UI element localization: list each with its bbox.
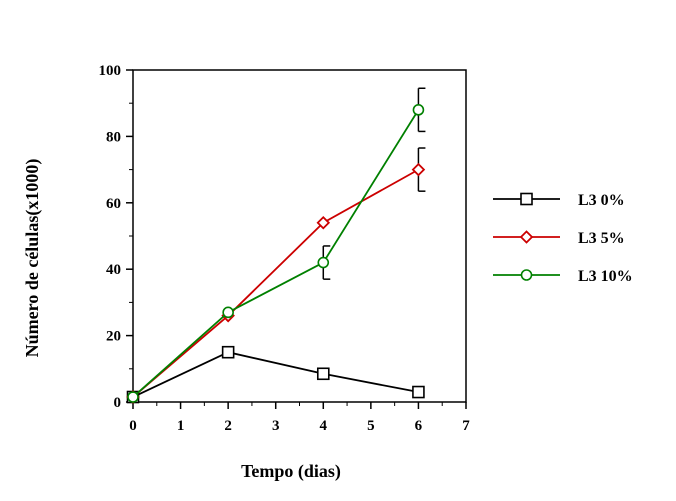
x-tick-label: 4 bbox=[320, 418, 328, 434]
data-point bbox=[222, 306, 234, 319]
legend-label: L3 10% bbox=[578, 268, 633, 285]
y-axis: 0 20 40 60 80 100 bbox=[99, 63, 133, 411]
x-axis: 0 1 2 3 4 5 6 7 bbox=[129, 402, 470, 434]
x-tick-label: 5 bbox=[367, 418, 375, 434]
x-tick-label: 2 bbox=[224, 418, 232, 434]
y-tick-label: 100 bbox=[99, 63, 122, 79]
data-point bbox=[127, 391, 139, 403]
x-tick-label: 1 bbox=[177, 418, 185, 434]
legend-item: L3 5% bbox=[493, 230, 625, 247]
y-tick-label: 80 bbox=[106, 129, 121, 145]
legend-marker bbox=[519, 230, 534, 244]
series-0 bbox=[126, 345, 425, 404]
x-tick-label: 6 bbox=[415, 418, 423, 434]
x-tick-label: 7 bbox=[462, 418, 470, 434]
legend: L3 0% L3 5% L3 10% bbox=[493, 192, 633, 285]
series-2 bbox=[127, 87, 426, 403]
data-point bbox=[412, 385, 425, 399]
x-tick-label: 3 bbox=[272, 418, 280, 434]
data-point bbox=[316, 215, 331, 230]
series-line bbox=[132, 168, 419, 398]
legend-marker bbox=[520, 269, 533, 281]
data-point bbox=[316, 367, 330, 381]
data-point bbox=[412, 104, 425, 116]
series-layer bbox=[126, 87, 426, 404]
legend-marker bbox=[520, 192, 533, 206]
y-tick-label: 0 bbox=[114, 395, 122, 411]
data-point bbox=[221, 345, 235, 359]
legend-label: L3 0% bbox=[578, 192, 625, 209]
data-point bbox=[317, 256, 330, 269]
legend-item: L3 0% bbox=[493, 192, 625, 209]
series-1 bbox=[126, 147, 426, 404]
y-axis-title: Número de células(x1000) bbox=[22, 159, 43, 358]
legend-label: L3 5% bbox=[578, 230, 625, 247]
series-line bbox=[132, 351, 419, 398]
y-tick-label: 40 bbox=[106, 262, 121, 278]
x-tick-label: 0 bbox=[129, 418, 137, 434]
legend-item: L3 10% bbox=[493, 268, 633, 285]
series-line bbox=[132, 109, 420, 398]
y-tick-label: 20 bbox=[106, 329, 121, 345]
x-axis-title: Tempo (dias) bbox=[241, 461, 341, 482]
y-tick-label: 60 bbox=[106, 196, 121, 212]
data-point bbox=[411, 162, 426, 177]
